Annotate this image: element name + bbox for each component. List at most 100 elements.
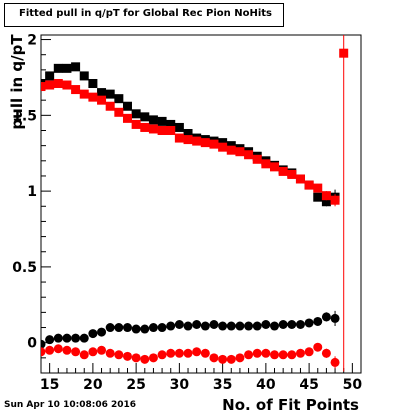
data-point-circle — [235, 353, 245, 363]
data-point-square — [114, 94, 124, 104]
data-point-square — [97, 88, 107, 98]
x-tick-label: 40 — [256, 377, 276, 393]
data-point-square — [209, 139, 219, 149]
data-point-square — [226, 145, 236, 155]
data-point-square — [270, 162, 280, 172]
data-point-circle — [287, 319, 297, 329]
data-point-square — [252, 154, 262, 164]
data-point-circle — [218, 354, 228, 364]
x-tick-label: 35 — [213, 377, 232, 393]
data-point-square — [174, 122, 184, 132]
data-point-circle — [114, 350, 124, 360]
data-point-circle — [183, 321, 193, 331]
data-point-square — [321, 191, 331, 201]
data-point-square — [79, 71, 89, 81]
data-point-circle — [71, 333, 81, 343]
data-point-circle — [62, 345, 72, 355]
x-axis-label: No. of Fit Points — [222, 396, 359, 414]
y-tick-label: 1.5 — [12, 108, 37, 124]
data-point-circle — [278, 350, 288, 360]
data-point-square — [192, 136, 202, 146]
data-point-circle — [304, 347, 314, 357]
data-point-square — [105, 89, 115, 99]
data-point-circle — [321, 312, 331, 322]
data-point-square — [88, 92, 98, 102]
data-point-circle — [192, 347, 202, 357]
data-point-square — [140, 122, 150, 132]
data-point-circle — [304, 318, 314, 328]
y-tick-label: 0.5 — [12, 260, 37, 276]
data-point-square — [235, 147, 245, 157]
data-point-circle — [226, 354, 236, 364]
chart-title: Fitted pull in q/pT for Global Rec Pion … — [19, 8, 272, 19]
data-point-circle — [131, 353, 141, 363]
data-point-square — [166, 125, 176, 135]
data-point-square — [183, 129, 193, 139]
data-point-circle — [209, 319, 219, 329]
data-point-circle — [261, 319, 271, 329]
data-point-circle — [53, 344, 63, 354]
y-tick-label: 2 — [27, 33, 37, 49]
data-point-square — [174, 133, 184, 143]
data-point-square — [131, 119, 141, 129]
data-point-circle — [209, 353, 219, 363]
axis-tick-labels: 15 20 25 30 35 40 45 50 0 0.5 1 1.5 2 — [12, 33, 362, 393]
plot-area-border — [40, 34, 362, 374]
data-point-circle — [321, 348, 331, 358]
data-point-square — [148, 115, 158, 125]
data-point-square — [295, 174, 305, 184]
y-axis-label: pull in q/pT — [8, 34, 26, 130]
data-point-circle — [140, 354, 150, 364]
data-point-circle — [71, 347, 81, 357]
data-point-circle — [166, 321, 176, 331]
x-tick-label: 20 — [83, 377, 103, 393]
data-point-square — [330, 195, 340, 205]
data-point-circle — [88, 329, 98, 339]
data-point-circle — [252, 321, 262, 331]
axis-ticks — [40, 39, 362, 374]
data-point-square — [131, 109, 141, 119]
data-point-square — [313, 192, 323, 202]
data-point-square — [62, 63, 72, 73]
data-point-circle — [330, 313, 340, 323]
data-point-square — [166, 119, 176, 129]
data-point-square — [183, 135, 193, 145]
data-point-circle — [122, 351, 132, 361]
data-point-square — [71, 85, 81, 95]
data-point-square — [321, 197, 331, 207]
data-point-square — [287, 169, 297, 179]
data-point-square — [304, 180, 314, 190]
x-tick-label: 50 — [343, 377, 363, 393]
data-point-circle — [45, 335, 55, 345]
data-point-square — [122, 113, 132, 123]
data-point-circle — [79, 333, 89, 343]
data-point-circle — [114, 323, 124, 333]
data-point-square — [41, 82, 46, 92]
data-point-circle — [261, 348, 271, 358]
data-point-circle — [218, 321, 228, 331]
data-point-circle — [200, 321, 210, 331]
data-point-circle — [174, 319, 184, 329]
x-tick-label: 25 — [126, 377, 145, 393]
data-point-circle — [53, 333, 63, 343]
data-point-square — [53, 63, 63, 73]
y-tick-label: 0 — [27, 336, 37, 352]
data-point-square — [97, 95, 107, 105]
data-point-circle — [88, 347, 98, 357]
data-point-circle — [183, 348, 193, 358]
data-point-circle — [200, 348, 210, 358]
data-point-circle — [295, 319, 305, 329]
data-point-square — [140, 112, 150, 122]
data-point-square — [157, 125, 167, 135]
data-point-square — [62, 80, 72, 90]
data-point-circle — [244, 321, 254, 331]
data-point-circle — [244, 350, 254, 360]
data-point-circle — [131, 324, 141, 334]
chart-title-box: Fitted pull in q/pT for Global Rec Pion … — [4, 3, 284, 27]
data-point-square — [313, 183, 323, 193]
data-point-square — [114, 107, 124, 117]
data-point-circle — [105, 323, 115, 333]
data-point-square — [261, 159, 271, 169]
x-tick-label: 15 — [40, 377, 59, 393]
data-point-circle — [140, 324, 150, 334]
